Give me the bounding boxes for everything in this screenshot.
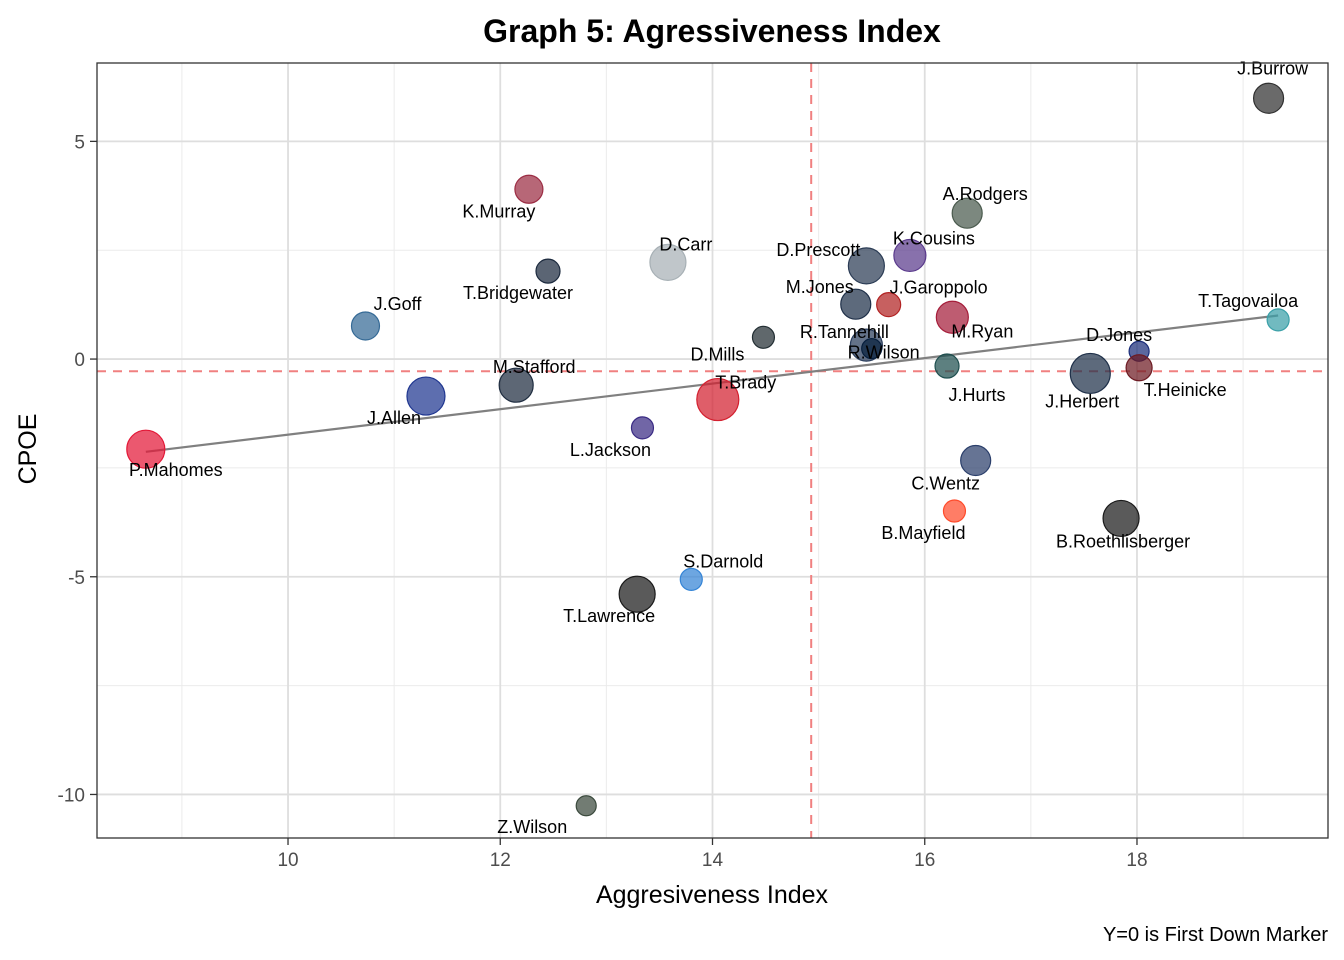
y-tick-label: -5 (68, 568, 85, 589)
point-label: C.Wentz (911, 474, 980, 494)
point-label: B.Roethlisberger (1056, 531, 1190, 551)
point-label: Z.Wilson (497, 817, 567, 837)
point-label: T.Bridgewater (463, 283, 573, 303)
data-point (535, 258, 561, 284)
data-point (960, 444, 992, 477)
point-label: R.Tannehill (800, 322, 889, 342)
data-point (696, 377, 740, 422)
points (126, 82, 1290, 817)
point-label: R.Wilson (848, 343, 920, 363)
data-point (840, 288, 872, 320)
y-tick-label: 0 (74, 350, 85, 371)
y-axis-title: CPOE (14, 414, 42, 485)
axis-ticks: 10 12 14 16 18 -10 -5 0 5 (58, 132, 1148, 871)
point-label: M.Jones (786, 277, 854, 297)
point-label: T.Brady (715, 373, 776, 393)
point-label: T.Tagovailoa (1198, 291, 1299, 311)
point-label: M.Ryan (951, 321, 1013, 341)
point-label: D.Prescott (776, 240, 860, 260)
data-point (876, 292, 902, 318)
data-point (942, 499, 967, 523)
data-point (893, 238, 927, 273)
chart-title: Graph 5: Agressiveness Index (483, 13, 941, 49)
point-label: K.Cousins (893, 228, 975, 248)
y-tick-label: -10 (58, 785, 85, 806)
data-point (1252, 82, 1285, 114)
point-labels: J.Burrow K.Murray A.Rodgers K.Cousins D.Carr… (129, 58, 1309, 837)
x-tick-label: 10 (277, 850, 298, 871)
point-label: B.Mayfield (881, 523, 965, 543)
chart-caption: Y=0 is First Down Marker (1103, 924, 1328, 946)
point-label: L.Jackson (570, 440, 651, 460)
reference-lines (97, 63, 1328, 838)
x-tick-label: 14 (702, 850, 724, 871)
x-tick-label: 12 (490, 850, 511, 871)
data-point (951, 197, 983, 229)
point-label: T.Lawrence (563, 606, 655, 626)
point-label: K.Murray (462, 201, 535, 221)
data-point (630, 416, 655, 440)
point-label: T.Heinicke (1144, 380, 1227, 400)
data-point (935, 300, 969, 334)
point-label: P.Mahomes (129, 460, 223, 480)
data-point (1102, 499, 1140, 538)
point-label: S.Darnold (683, 551, 763, 571)
point-label: J.Garoppolo (890, 278, 988, 298)
data-point (514, 174, 544, 204)
point-label: D.Carr (659, 234, 712, 254)
point-label: J.Herbert (1045, 391, 1119, 411)
x-axis-title: Aggresiveness Index (596, 881, 829, 909)
point-label: D.Mills (690, 344, 744, 364)
y-tick-label: 5 (74, 132, 85, 153)
point-label: D.Jones (1086, 325, 1152, 345)
data-point (1266, 308, 1290, 332)
data-point (350, 311, 381, 341)
data-point (498, 367, 534, 403)
point-label: J.Goff (374, 294, 423, 314)
point-label: J.Allen (367, 408, 421, 428)
point-label: J.Hurts (949, 385, 1006, 405)
data-point (847, 247, 885, 285)
data-point (618, 575, 656, 613)
point-label: J.Burrow (1237, 58, 1309, 78)
data-point (861, 338, 883, 360)
x-tick-label: 18 (1126, 850, 1147, 871)
data-point (126, 429, 166, 469)
grid (97, 63, 1328, 838)
point-label: M.Stafford (493, 357, 576, 377)
data-point (934, 353, 960, 379)
x-tick-label: 16 (914, 850, 935, 871)
data-point (649, 243, 687, 282)
data-point (679, 567, 703, 591)
data-point (1125, 354, 1153, 382)
point-label: A.Rodgers (943, 184, 1028, 204)
data-point (751, 325, 776, 349)
data-point (1069, 352, 1111, 395)
data-point (406, 376, 446, 416)
data-point (575, 795, 597, 817)
